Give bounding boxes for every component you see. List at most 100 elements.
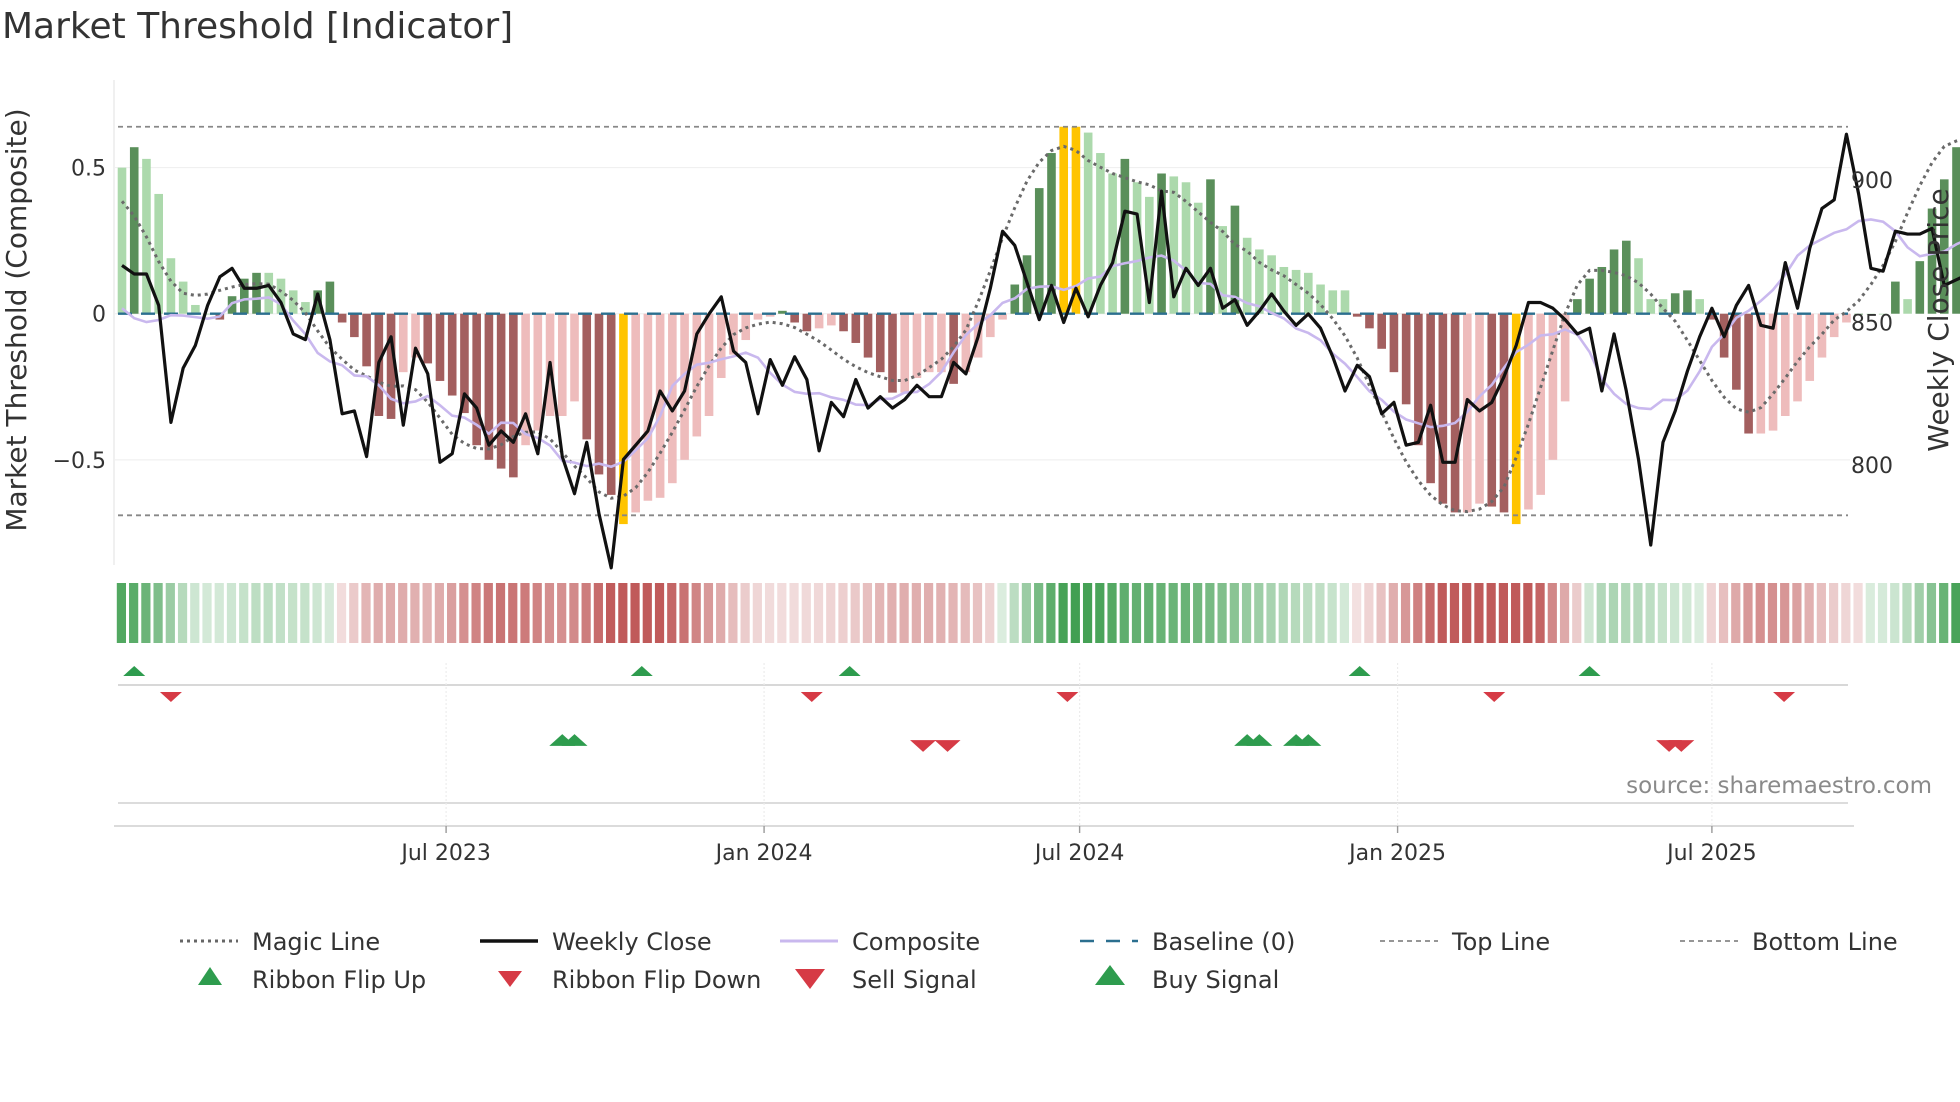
composite-bar [191,304,200,314]
composite-bar [435,313,445,381]
composite-bar [1891,281,1900,314]
ribbon-cell [483,583,493,643]
ribbon-flip-down-marker [1056,692,1079,702]
ribbon-cell [398,583,408,643]
ribbon-cell [1449,583,1460,643]
ribbon-cell [129,583,139,643]
ribbon-cell [593,583,603,643]
ribbon-flip-up-marker [1578,666,1601,676]
composite-bar [594,313,604,475]
ribbon-cell [764,583,775,643]
ribbon-cell [1767,583,1778,643]
chart-title: Market Threshold [Indicator] [2,6,513,47]
ribbon-cell [1217,583,1227,643]
ribbon-cell [1535,583,1545,643]
composite-bar [1389,313,1399,373]
composite-bar [1634,258,1643,314]
composite-bar [521,313,530,446]
ribbon-cell [813,583,824,643]
left-y-tick-label: 0.5 [71,157,106,182]
composite-bar [496,313,506,469]
composite-bar [411,313,420,358]
ribbon-cell [740,583,750,643]
ribbon-cell [190,583,200,643]
ribbon-cell [960,583,970,643]
composite-bar [582,313,592,440]
x-tick-label: Jan 2025 [1347,841,1446,866]
legend-flip-up-icon [198,967,222,985]
composite-bar [716,313,726,379]
legend-label: Top Line [1451,928,1550,956]
ribbon-cell [1572,583,1582,643]
ribbon-cell [1523,583,1533,643]
ribbon-cell [1841,583,1851,643]
ribbon-cell [899,583,909,643]
legend-label: Baseline (0) [1152,928,1295,956]
buy-signal-marker [1246,734,1273,746]
composite-bar [839,313,848,332]
composite-bar [1511,313,1521,525]
composite-bar [1132,182,1142,314]
ribbon-cell [312,583,322,643]
ribbon-cell [324,583,334,643]
ribbon-cell [1890,583,1900,643]
ribbon-cell [557,583,567,643]
ribbon-flip-down-marker [159,692,182,702]
composite-bar [1071,126,1081,314]
composite-bar [1230,205,1240,314]
composite-bar [1206,179,1215,314]
composite-bar [1915,261,1925,314]
composite-bar [1670,293,1680,314]
composite-bar [264,272,274,314]
composite-bar [1597,266,1607,314]
legend-sell-icon [795,969,825,989]
ribbon-cell [1254,583,1264,643]
ribbon-cell [214,583,224,643]
ribbon-cell [1755,583,1765,643]
composite-bar [1242,237,1252,314]
buy-signal-marker [561,734,588,746]
ribbon-cell [1095,583,1105,643]
composite-bar [1438,313,1448,504]
composite-bar [557,313,567,416]
ribbon-flip-up-marker [1348,666,1371,676]
legend-label: Ribbon Flip Down [552,966,761,994]
composite-bar [1316,284,1325,314]
ribbon-cell [202,583,212,643]
composite-bar [301,302,310,314]
composite-bar [619,313,628,525]
composite-bar [827,313,836,326]
ribbon-cell [1951,583,1960,643]
ribbon-cell [1462,583,1472,643]
ribbon-cell [703,583,714,643]
composite-bar [1499,313,1509,513]
ribbon-cell [1902,583,1912,643]
composite-bar [484,313,494,460]
series-lines [120,132,1960,570]
ribbon-cell [1376,583,1386,643]
ribbon-cell [1009,583,1019,643]
ribbon-cell [1082,583,1093,643]
ribbon-cell [275,583,285,643]
composite-bar [1291,269,1301,314]
ribbon-cell [1241,583,1252,643]
ribbon-cell [948,583,958,643]
composite-bar [1927,208,1937,314]
x-tick-label: Jan 2024 [714,841,813,866]
ribbon-cell [1743,583,1753,643]
ribbon-cell [850,583,860,643]
composite-bar [1560,313,1570,402]
left-y-axis-label: Market Threshold (Composite) [0,108,33,531]
magic-line [120,138,1960,514]
ribbon-cell [569,583,579,643]
composite-line [121,218,1960,469]
composite-bar [875,313,885,373]
ribbon-cell [165,583,175,643]
ribbon-cell [1046,583,1056,643]
ribbon-cell [1315,583,1325,643]
left-y-axis-ticks: 0.5 0 −0.5 [53,157,106,474]
composite-bar [912,313,922,379]
composite-bar [1780,313,1790,416]
composite-bar [1218,226,1227,314]
ribbon-cell [471,583,481,643]
